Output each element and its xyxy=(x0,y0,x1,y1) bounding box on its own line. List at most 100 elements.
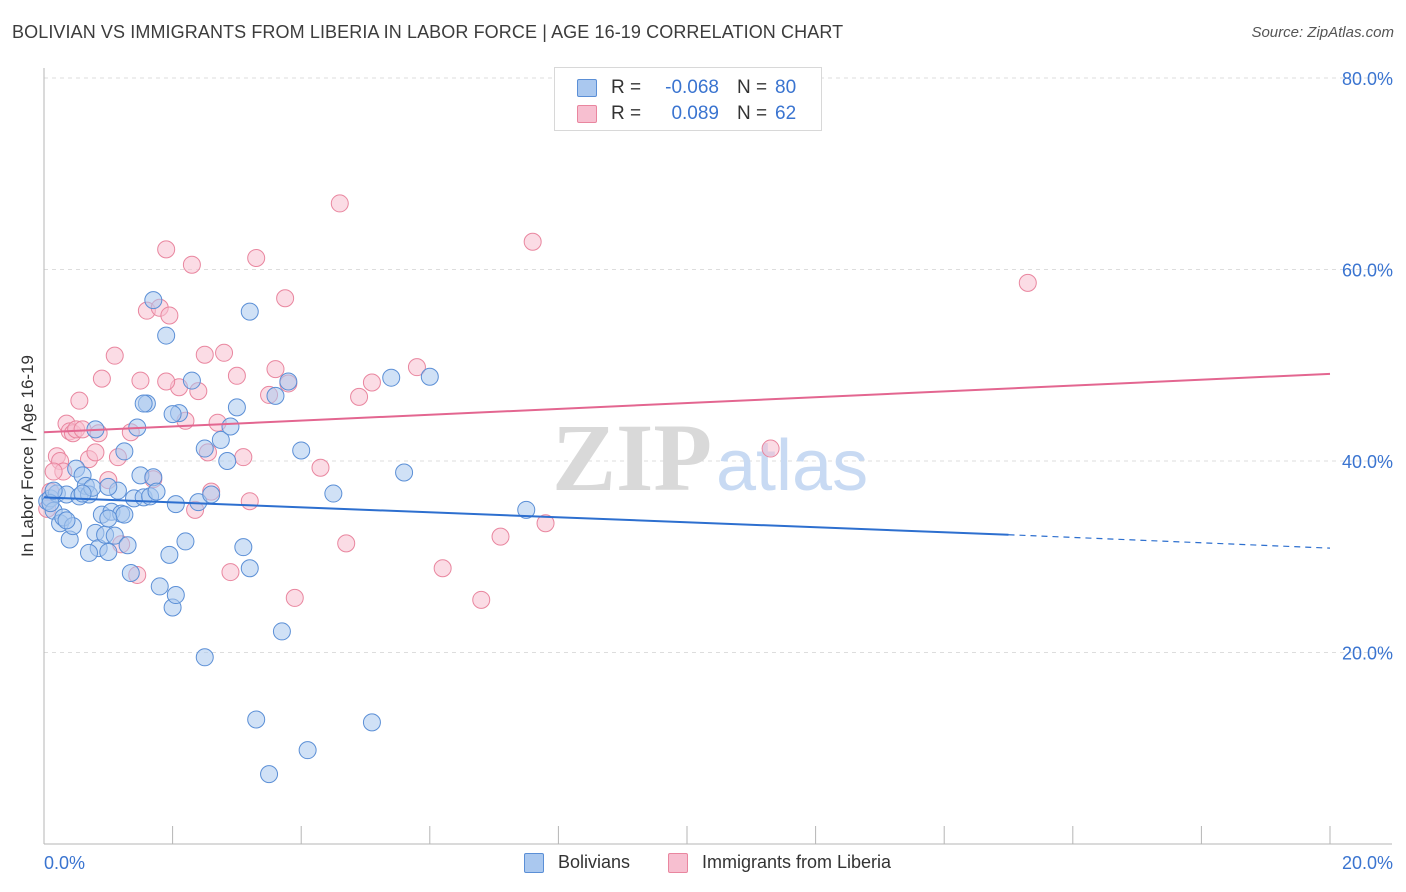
data-point-liberia xyxy=(266,360,285,379)
data-point-liberia xyxy=(491,527,510,546)
data-point-bolivians xyxy=(395,463,414,482)
data-point-liberia xyxy=(247,249,266,268)
data-point-bolivians xyxy=(150,577,169,596)
data-point-liberia xyxy=(182,255,201,274)
data-point-bolivians xyxy=(166,495,185,514)
data-point-bolivians xyxy=(420,367,439,386)
data-point-bolivians xyxy=(166,586,185,605)
data-point-liberia xyxy=(131,371,150,390)
data-point-bolivians xyxy=(240,302,259,321)
data-point-bolivians xyxy=(234,538,253,557)
data-point-liberia xyxy=(1018,273,1037,292)
legend-r-label: R = xyxy=(611,103,642,124)
data-point-liberia xyxy=(337,534,356,553)
data-point-liberia xyxy=(276,289,295,308)
data-point-bolivians xyxy=(195,439,214,458)
legend-item-liberia[interactable]: Immigrants from Liberia xyxy=(668,852,891,873)
data-point-liberia xyxy=(234,448,253,467)
chart-title: BOLIVIAN VS IMMIGRANTS FROM LIBERIA IN L… xyxy=(12,22,844,42)
legend-n-label: N = xyxy=(737,103,768,124)
data-point-liberia xyxy=(362,373,381,392)
legend-label-bolivians: Bolivians xyxy=(558,852,631,872)
data-point-liberia xyxy=(195,345,214,364)
data-point-bolivians xyxy=(105,526,124,545)
watermark-atlas: atlas xyxy=(716,426,868,506)
tick-labels: 20.0% 40.0% 60.0% 80.0% 0.0% 20.0% xyxy=(44,69,1393,873)
data-point-liberia xyxy=(227,366,246,385)
trend-line-bolivians-extrapolated xyxy=(1008,534,1331,549)
legend-n-label: N = xyxy=(737,77,768,98)
data-point-liberia xyxy=(44,462,63,481)
legend-swatch-liberia xyxy=(577,105,597,123)
data-point-liberia xyxy=(285,588,304,607)
data-point-bolivians xyxy=(292,441,311,460)
data-point-liberia xyxy=(523,232,542,251)
data-point-bolivians xyxy=(157,326,176,345)
data-point-bolivians xyxy=(147,482,166,501)
data-point-bolivians xyxy=(272,622,291,641)
legend-label-liberia: Immigrants from Liberia xyxy=(702,852,892,872)
data-point-bolivians xyxy=(160,545,179,564)
data-point-bolivians xyxy=(176,532,195,551)
data-point-bolivians xyxy=(121,564,140,583)
correlation-legend: R = -0.068 N = 80 R = 0.089 N = 62 xyxy=(554,67,822,131)
data-point-liberia xyxy=(433,559,452,578)
data-point-liberia xyxy=(536,514,555,533)
legend-item-bolivians[interactable]: Bolivians xyxy=(524,852,630,873)
trend-lines xyxy=(43,372,1331,549)
data-point-liberia xyxy=(92,369,111,388)
data-point-liberia xyxy=(407,358,426,377)
series-legend: Bolivians Immigrants from Liberia xyxy=(0,852,1406,878)
data-point-bolivians xyxy=(260,765,279,784)
series-bolivians-points xyxy=(38,291,536,784)
legend-row-bolivians: R = -0.068 N = 80 xyxy=(577,76,796,100)
data-point-bolivians xyxy=(163,405,182,424)
legend-n-value: 80 xyxy=(775,77,797,98)
data-point-bolivians xyxy=(195,648,214,667)
trend-line-liberia xyxy=(43,372,1331,434)
data-point-liberia xyxy=(311,458,330,477)
data-point-bolivians xyxy=(324,484,343,503)
legend-row-liberia: R = 0.089 N = 62 xyxy=(577,102,796,126)
data-point-bolivians xyxy=(227,398,246,417)
data-point-bolivians xyxy=(279,372,298,391)
legend-swatch-bolivians xyxy=(524,852,544,873)
data-point-bolivians xyxy=(144,291,163,310)
data-point-liberia xyxy=(761,439,780,458)
data-point-bolivians xyxy=(240,559,259,578)
data-point-bolivians xyxy=(218,452,237,470)
y-tick-label: 40.0% xyxy=(1342,452,1393,472)
data-point-liberia xyxy=(105,346,124,365)
legend-n-value: 62 xyxy=(775,103,797,124)
data-point-liberia xyxy=(215,343,234,362)
data-point-bolivians xyxy=(517,500,536,519)
y-tick-label: 80.0% xyxy=(1342,69,1393,89)
data-point-bolivians xyxy=(247,710,266,729)
data-point-liberia xyxy=(240,492,259,511)
data-point-bolivians xyxy=(44,481,63,500)
data-point-bolivians xyxy=(57,511,76,530)
data-point-liberia xyxy=(330,194,349,213)
watermark: ZIP atlas xyxy=(552,404,868,511)
data-point-bolivians xyxy=(99,477,118,496)
legend-swatch-liberia xyxy=(668,852,688,873)
data-point-liberia xyxy=(70,391,89,410)
data-point-bolivians xyxy=(266,386,285,405)
legend-swatch-bolivians xyxy=(577,79,597,97)
data-point-bolivians xyxy=(99,542,118,561)
data-point-bolivians xyxy=(362,713,381,732)
data-point-bolivians xyxy=(115,505,134,524)
data-point-bolivians xyxy=(182,371,201,390)
data-point-liberia xyxy=(157,240,176,259)
data-point-bolivians xyxy=(211,430,230,449)
data-point-bolivians xyxy=(134,394,153,413)
axis-layer xyxy=(43,68,1392,845)
data-point-liberia xyxy=(350,387,369,406)
data-point-bolivians xyxy=(298,741,317,760)
y-tick-label: 60.0% xyxy=(1342,261,1393,281)
data-point-liberia xyxy=(472,590,491,609)
data-point-liberia xyxy=(221,563,240,582)
data-point-bolivians xyxy=(118,536,137,555)
chart-source: Source: ZipAtlas.com xyxy=(1251,24,1394,41)
